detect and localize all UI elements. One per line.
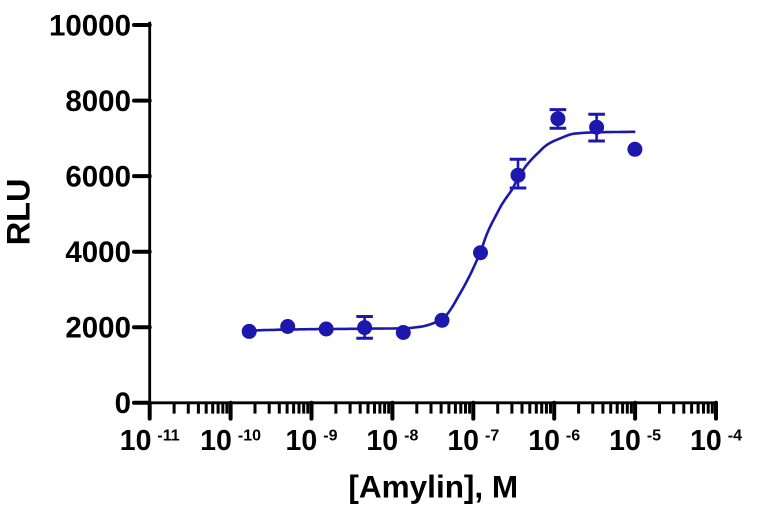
svg-text:10-6: 10 -6: [528, 425, 580, 457]
svg-text:RLU: RLU: [1, 179, 37, 246]
svg-text:0: 0: [115, 387, 131, 420]
svg-text:2000: 2000: [65, 312, 131, 345]
svg-text:10-5: 10 -5: [609, 425, 661, 457]
svg-text:10-11: 10 -11: [120, 425, 180, 457]
svg-text:6000: 6000: [65, 161, 131, 194]
svg-text:10-9: 10 -9: [286, 425, 338, 457]
svg-text:10-7: 10 -7: [447, 425, 499, 457]
svg-text:[Amylin], M: [Amylin], M: [348, 469, 518, 505]
svg-text:10-4: 10 -4: [690, 425, 742, 457]
svg-text:4000: 4000: [65, 236, 131, 269]
svg-text:10000: 10000: [49, 9, 131, 42]
svg-text:8000: 8000: [65, 85, 131, 118]
svg-text:10-8: 10 -8: [366, 425, 418, 457]
svg-text:10-10: 10 -10: [200, 425, 261, 457]
